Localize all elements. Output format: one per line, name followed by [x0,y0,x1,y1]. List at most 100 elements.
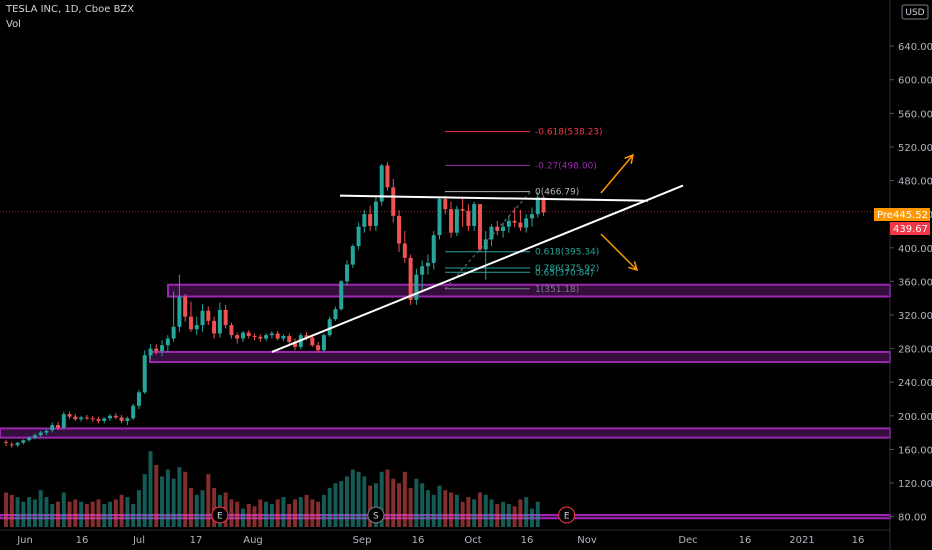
time-tick-label: 16 [739,535,752,546]
candle-body [171,326,176,339]
bullish-arrow-shaft [600,154,634,194]
price-axis[interactable]: 80.00 120.00 160.00 200.00 240.00 280.00 320.0… [889,0,932,550]
volume-bar [90,501,95,527]
candle-body [90,418,95,420]
event-marker-label: S [373,512,379,522]
candle-body [79,417,84,420]
fibonacci-retracement[interactable]: -0.618(538.23) -0.27(498.00) 0(466.79) 0.61… [444,128,603,295]
volume-bar [420,483,425,527]
candle-body [310,337,315,346]
volume-bar [15,497,20,527]
time-tick-label: Nov [577,535,597,546]
volume-bar [131,504,136,527]
bearish-arrow-shaft [600,233,638,271]
candle-body [258,336,263,339]
candle-body [108,415,113,419]
candle-body [188,316,193,330]
candle-body [15,442,20,446]
candle-body [385,165,390,188]
candle-body [131,405,136,419]
fib-level-label: 0.618(395.34) [535,248,599,258]
volume-bar [154,464,159,527]
time-tick-label: Sep [353,535,372,546]
volume-bar [119,494,124,527]
volume-bar [356,471,361,527]
volume-bar [495,504,500,527]
candle-body [397,215,402,244]
volume-bar [194,494,199,527]
volume-bar [73,499,78,527]
resistance-line[interactable] [339,194,649,202]
time-tick-label: 16 [76,535,89,546]
candle-body [50,425,55,431]
volume-bar [402,471,407,527]
candle-body [160,345,165,352]
event-marker[interactable] [367,506,385,524]
volume-bar [327,487,332,527]
time-tick-label: 16 [412,535,425,546]
candle-body [235,335,240,339]
price-tick-label: 640.00 [898,42,932,53]
candle-body [154,348,159,352]
volume-bar [512,506,517,527]
trend-drawings[interactable] [271,153,684,353]
candle-body [165,338,170,346]
candle-body [194,325,199,330]
candle-body [535,197,540,215]
candle-body [541,197,546,213]
volume-bar [67,501,72,527]
volume-bar [200,490,205,527]
volume-bar [61,492,66,527]
price-tick-label: 560.00 [898,109,932,120]
event-marker[interactable] [558,506,576,524]
candle-body [119,417,124,421]
volume-bar [466,497,471,527]
candle-body [56,425,61,428]
time-tick-label: 16 [852,535,865,546]
volume-bar [397,483,402,527]
volume-bar [212,487,217,527]
volume-bar [304,494,309,527]
volume-bar [535,501,540,527]
bearish-arrow[interactable] [600,233,639,272]
volume-bar [50,504,55,527]
volume-bar [368,485,373,527]
ascending-trendline[interactable] [271,184,684,353]
time-axis[interactable]: Jun 16 Jul 17 Aug Sep 16 Oct 16 Nov Dec 16 2021 16 [0,529,890,546]
currency-badge[interactable] [901,4,929,20]
price-tick-label: 240.00 [898,378,932,389]
candle-body [287,335,292,342]
volume-bar [56,501,61,527]
volume-bar [333,483,338,527]
candle-body [212,320,217,334]
volume-bar [177,467,182,527]
candle-body [402,243,407,258]
volume-bar [142,474,147,527]
volume-bar [287,504,292,527]
volume-bar [449,492,454,527]
bullish-arrow[interactable] [600,153,635,194]
event-marker[interactable] [211,506,229,524]
time-tick-label: Oct [464,535,481,546]
volume-bar [108,501,113,527]
candle-body [472,204,477,226]
candle-body [327,319,332,336]
candle-body [9,444,14,446]
candle-body [501,226,506,231]
candle-body [96,419,101,421]
candle-body [489,226,494,240]
price-tick-label: 360.00 [898,277,932,288]
volume-bars [4,451,540,527]
candle-body [304,335,309,338]
volume-bar [9,494,14,527]
volume-bar [298,497,303,527]
volume-bar [136,490,141,527]
fib-level-label: 1(351.18) [535,285,579,295]
volume-bar [454,494,459,527]
candle-body [275,333,280,339]
volume-bar [379,471,384,527]
candle-body [73,416,78,420]
volume-bar [529,508,534,527]
